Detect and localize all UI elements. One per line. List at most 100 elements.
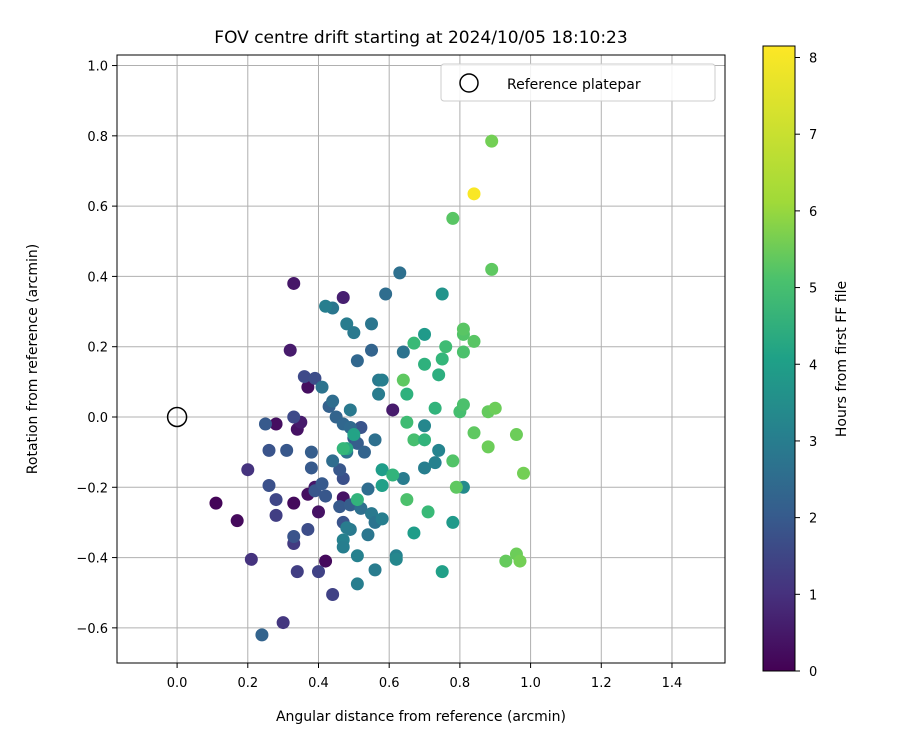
colorbar-tick-label: 3 (809, 435, 817, 450)
data-point (488, 401, 502, 415)
data-point (315, 477, 329, 491)
data-point (297, 370, 311, 384)
legend-box (440, 63, 716, 102)
data-point (301, 522, 315, 536)
data-point (287, 496, 301, 510)
data-point (421, 505, 435, 519)
data-point (343, 403, 357, 417)
colorbar-tick-label: 8 (809, 52, 817, 67)
data-point (396, 345, 410, 359)
y-tick-label: 0.6 (87, 200, 108, 215)
data-point (418, 461, 432, 475)
data-point (350, 493, 364, 507)
plot-frame (116, 54, 726, 664)
data-point (347, 326, 361, 340)
data-point (435, 565, 449, 579)
colorbar-label: Hours from first FF file (834, 281, 850, 437)
data-point (258, 417, 272, 431)
y-tick-label: −0.4 (76, 552, 108, 567)
legend-marker-icon (459, 73, 479, 93)
y-axis-label: Rotation from reference (arcmin) (25, 244, 41, 474)
data-point (311, 505, 325, 519)
data-point (301, 380, 315, 394)
colorbar-tick-label: 0 (809, 665, 817, 680)
data-point (209, 496, 223, 510)
data-point (456, 345, 470, 359)
data-point (326, 587, 340, 601)
data-point (308, 371, 322, 385)
data-point (319, 299, 333, 313)
data-point (396, 471, 410, 485)
data-point (407, 336, 421, 350)
data-point (375, 512, 389, 526)
data-point (333, 500, 347, 514)
data-point (407, 526, 421, 540)
data-point (418, 433, 432, 447)
x-tick-label: 1.4 (662, 676, 683, 691)
data-point (326, 454, 340, 468)
chart-title: FOV centre drift starting at 2024/10/05 … (214, 28, 627, 48)
data-point (456, 398, 470, 412)
data-point (375, 479, 389, 493)
data-point (241, 463, 255, 477)
data-point (396, 373, 410, 387)
data-point (269, 508, 283, 522)
data-point (499, 554, 513, 568)
data-point (276, 616, 290, 630)
data-point (311, 565, 325, 579)
data-point (262, 479, 276, 493)
data-point (287, 276, 301, 290)
data-point (315, 380, 329, 394)
data-point (287, 529, 301, 543)
data-point (269, 417, 283, 431)
data-point (418, 327, 432, 341)
data-point (435, 287, 449, 301)
data-point (456, 322, 470, 336)
data-point (446, 515, 460, 529)
data-point (361, 528, 375, 542)
data-point (340, 317, 354, 331)
x-tick-label: 0.0 (167, 676, 188, 691)
data-point (269, 493, 283, 507)
data-point (467, 187, 481, 201)
y-axis-ticks: −0.6 −0.4 −0.2 0.0 0.2 0.4 0.6 0.8 1.0 (76, 60, 117, 637)
data-point (393, 266, 407, 280)
data-point (375, 373, 389, 387)
data-point (386, 403, 400, 417)
y-tick-label: 0.8 (87, 130, 108, 145)
data-point (418, 357, 432, 371)
x-tick-label: 1.2 (591, 676, 612, 691)
data-point (467, 426, 481, 440)
data-point (262, 443, 276, 457)
data-point (336, 540, 350, 554)
data-point (340, 521, 354, 535)
data-point (336, 290, 350, 304)
colorbar-tick-label: 5 (809, 282, 817, 297)
reference-marker-icon (166, 406, 188, 428)
y-tick-label: −0.6 (76, 622, 108, 637)
data-point (255, 628, 269, 642)
y-tick-label: 1.0 (87, 60, 108, 75)
data-point (304, 445, 318, 459)
colorbar-gradient (762, 45, 796, 672)
colorbar-tick-label: 1 (809, 588, 817, 603)
data-point (439, 340, 453, 354)
x-tick-label: 1.0 (520, 676, 541, 691)
x-tick-label: 0.4 (308, 676, 329, 691)
grid (117, 55, 725, 663)
data-point (280, 443, 294, 457)
x-axis-label: Angular distance from reference (arcmin) (276, 709, 566, 725)
colorbar-tick-label: 2 (809, 512, 817, 527)
data-point (290, 565, 304, 579)
data-point (368, 563, 382, 577)
colorbar-tick-label: 6 (809, 205, 817, 220)
data-point (379, 287, 393, 301)
data-point (375, 463, 389, 477)
data-point (389, 552, 403, 566)
data-point (287, 410, 301, 424)
data-point (400, 493, 414, 507)
x-axis-ticks: 0.0 0.2 0.4 0.6 0.8 1.0 1.2 1.4 (167, 663, 683, 691)
data-point (361, 482, 375, 496)
data-point (517, 466, 531, 480)
